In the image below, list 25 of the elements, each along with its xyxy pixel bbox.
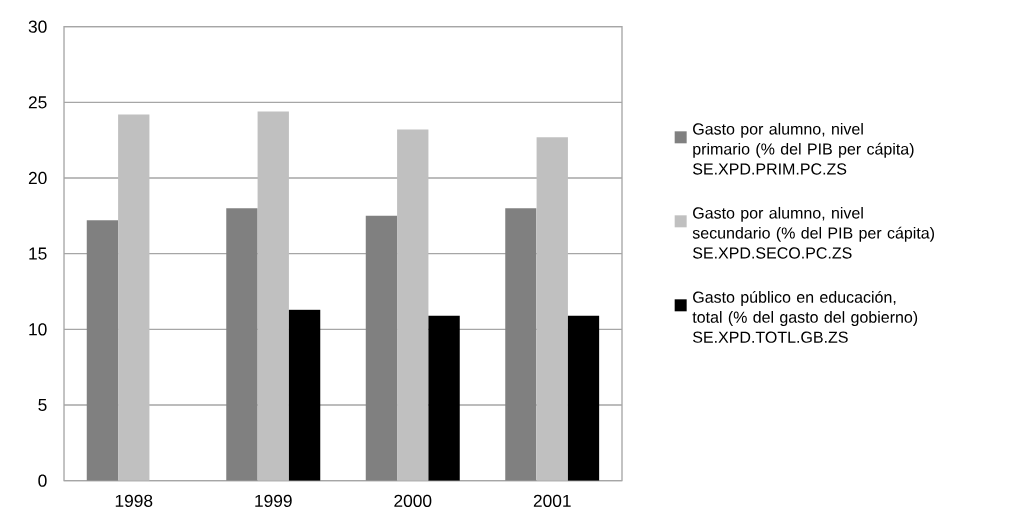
x-tick-label: 2001 xyxy=(533,494,571,507)
legend-label: Gasto público en educación, total (% del gasto del gobierno) SE.XPD.TOTL.GB.ZS xyxy=(692,290,918,343)
bar xyxy=(428,315,460,481)
y-tick-label: 0 xyxy=(38,474,47,487)
y-tick-label: 20 xyxy=(28,171,47,185)
bar xyxy=(257,111,289,481)
bar xyxy=(288,309,321,481)
y-tick-label: 10 xyxy=(29,323,47,336)
legend-label: Gasto por alumno, nivel secundario (% del PIB per cápita) SE.XPD.SECO.PC.ZS xyxy=(692,206,934,259)
bar xyxy=(365,215,398,481)
bar xyxy=(86,220,119,481)
y-tick-label: 25 xyxy=(28,96,47,109)
bar xyxy=(226,208,258,481)
x-tick-label: 1998 xyxy=(115,494,153,507)
y-tick-label: 5 xyxy=(38,398,47,412)
legend-label: Gasto por alumno, nivel primario (% del PIB per cápita) SE.XPD.PRIM.PC.ZS xyxy=(693,122,914,175)
y-tick-label: 30 xyxy=(28,20,47,33)
bar xyxy=(118,114,150,481)
bar xyxy=(397,129,429,481)
x-tick-label: 1999 xyxy=(255,494,292,507)
bar xyxy=(536,137,568,481)
y-tick-label: 15 xyxy=(29,247,47,260)
bar xyxy=(567,315,600,481)
x-tick-label: 2000 xyxy=(394,494,432,507)
bar xyxy=(505,208,537,481)
